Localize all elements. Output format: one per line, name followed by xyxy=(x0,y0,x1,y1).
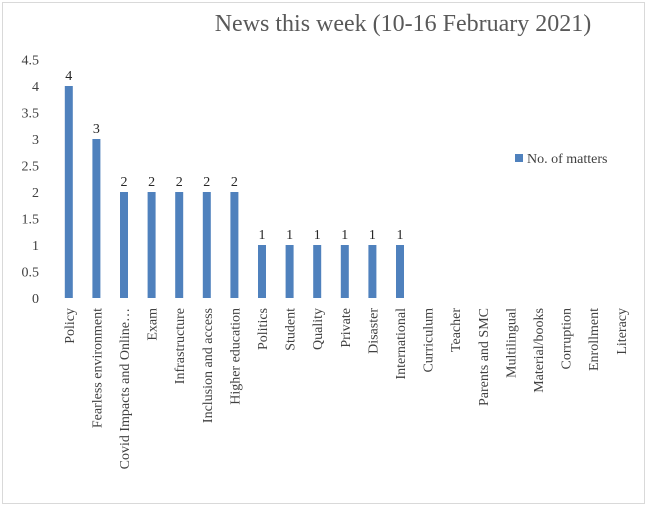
data-label: 1 xyxy=(397,228,404,243)
category-label: Quality xyxy=(311,308,326,350)
category-label: Literacy xyxy=(615,308,630,355)
category-label: Politics xyxy=(256,308,271,350)
category-label: Material/books xyxy=(532,308,547,393)
y-tick-label: 3 xyxy=(32,133,39,148)
data-label: 3 xyxy=(93,122,100,137)
y-tick-label: 1.5 xyxy=(22,213,40,228)
y-tick-label: 2 xyxy=(32,186,39,201)
data-label: 2 xyxy=(203,175,210,190)
data-label: 2 xyxy=(121,175,128,190)
data-label: 1 xyxy=(259,228,266,243)
data-label: 1 xyxy=(286,228,293,243)
category-label: Teacher xyxy=(449,308,464,352)
category-label: Covid Impacts and Online… xyxy=(118,308,133,469)
category-label: Enrollment xyxy=(587,308,602,371)
data-label: 2 xyxy=(231,175,238,190)
bar xyxy=(120,192,128,298)
legend-label: No. of matters xyxy=(527,152,607,167)
y-tick-label: 2.5 xyxy=(22,160,40,175)
category-label: Disaster xyxy=(366,308,381,354)
data-label: 1 xyxy=(341,228,348,243)
y-axis: 0 0.5 1 1.5 2 2.5 3 3.5 4 4.5 xyxy=(22,54,40,308)
bar xyxy=(396,245,404,298)
category-label: Curriculum xyxy=(422,308,437,373)
bar xyxy=(313,245,322,298)
category-label: Private xyxy=(339,308,354,348)
category-label: Higher education xyxy=(228,308,243,405)
category-label: Infrastructure xyxy=(173,308,188,384)
bar xyxy=(92,139,101,298)
data-label: 1 xyxy=(314,228,321,243)
data-label: 2 xyxy=(176,175,183,190)
bar-chart: News this week (10-16 February 2021) 0 0.… xyxy=(22,11,630,470)
legend-swatch xyxy=(515,154,523,162)
data-label: 2 xyxy=(148,175,155,190)
category-label: Fearless environment xyxy=(90,308,105,428)
category-label: Corruption xyxy=(560,308,575,369)
legend: No. of matters xyxy=(515,152,607,167)
bar xyxy=(368,245,377,298)
category-label: Exam xyxy=(146,308,161,341)
y-tick-label: 4 xyxy=(32,80,39,95)
bar xyxy=(258,245,266,298)
bar xyxy=(202,192,211,298)
chart-title: News this week (10-16 February 2021) xyxy=(215,11,592,37)
data-labels: 4 3 2 2 2 2 2 1 1 1 1 1 1 xyxy=(65,69,403,243)
category-label: International xyxy=(394,308,409,380)
category-label: Parents and SMC xyxy=(477,308,492,406)
bar xyxy=(230,192,239,298)
y-tick-label: 0 xyxy=(32,292,39,307)
y-tick-label: 4.5 xyxy=(22,54,40,69)
bar xyxy=(147,192,156,298)
y-tick-label: 0.5 xyxy=(22,266,40,281)
bar xyxy=(64,86,73,298)
category-label: Inclusion and access xyxy=(201,308,216,423)
x-axis: Policy Fearless environment Covid Impacts … xyxy=(63,308,630,470)
bars xyxy=(64,86,404,298)
data-label: 1 xyxy=(369,228,376,243)
data-label: 4 xyxy=(65,69,72,84)
category-label: Student xyxy=(284,308,299,351)
bar xyxy=(340,245,349,298)
y-tick-label: 1 xyxy=(32,239,39,254)
y-tick-label: 3.5 xyxy=(22,107,40,122)
category-label: Multilingual xyxy=(504,308,519,378)
bar xyxy=(175,192,184,298)
category-label: Policy xyxy=(63,308,78,344)
bar xyxy=(285,245,294,298)
